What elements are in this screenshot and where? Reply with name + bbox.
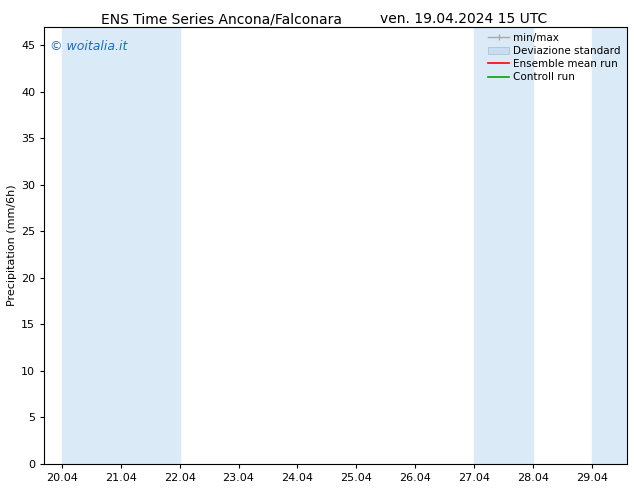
Text: ENS Time Series Ancona/Falconara: ENS Time Series Ancona/Falconara [101,12,342,26]
Bar [592,26,627,464]
Text: © woitalia.it: © woitalia.it [50,40,127,52]
Bar [62,26,179,464]
Bar [474,26,533,464]
Text: ven. 19.04.2024 15 UTC: ven. 19.04.2024 15 UTC [380,12,548,26]
Y-axis label: Precipitation (mm/6h): Precipitation (mm/6h) [7,184,17,306]
Legend: min/max, Deviazione standard, Ensemble mean run, Controll run: min/max, Deviazione standard, Ensemble m… [484,28,625,86]
